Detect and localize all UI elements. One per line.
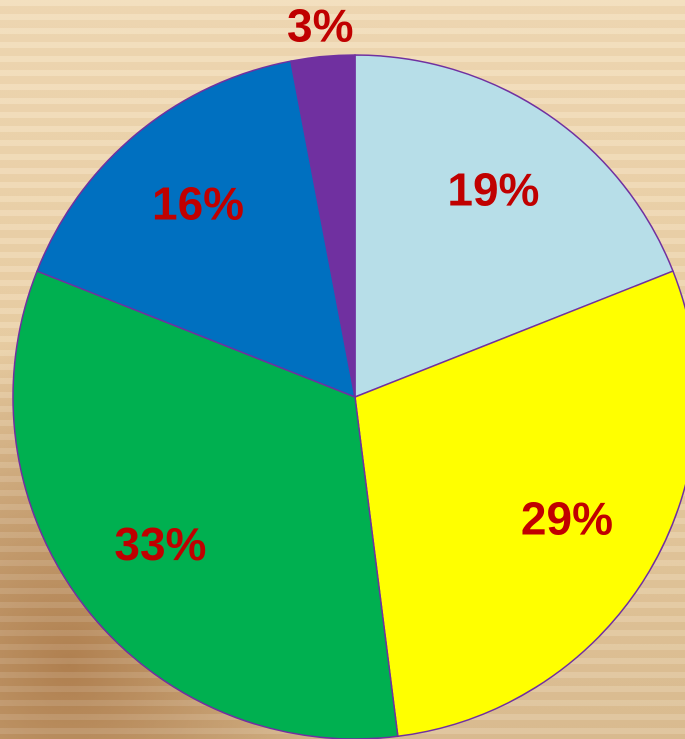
data-label: 19% (447, 163, 539, 215)
data-label: 33% (114, 518, 206, 570)
chart: 19% 29% 33% 16% 3% (0, 0, 685, 739)
data-label: 16% (152, 177, 244, 229)
page: 19%29%33%16%3% (() => { const data = JSO… (0, 0, 685, 739)
data-label: 3% (287, 0, 353, 51)
data-label: 29% (521, 493, 613, 545)
